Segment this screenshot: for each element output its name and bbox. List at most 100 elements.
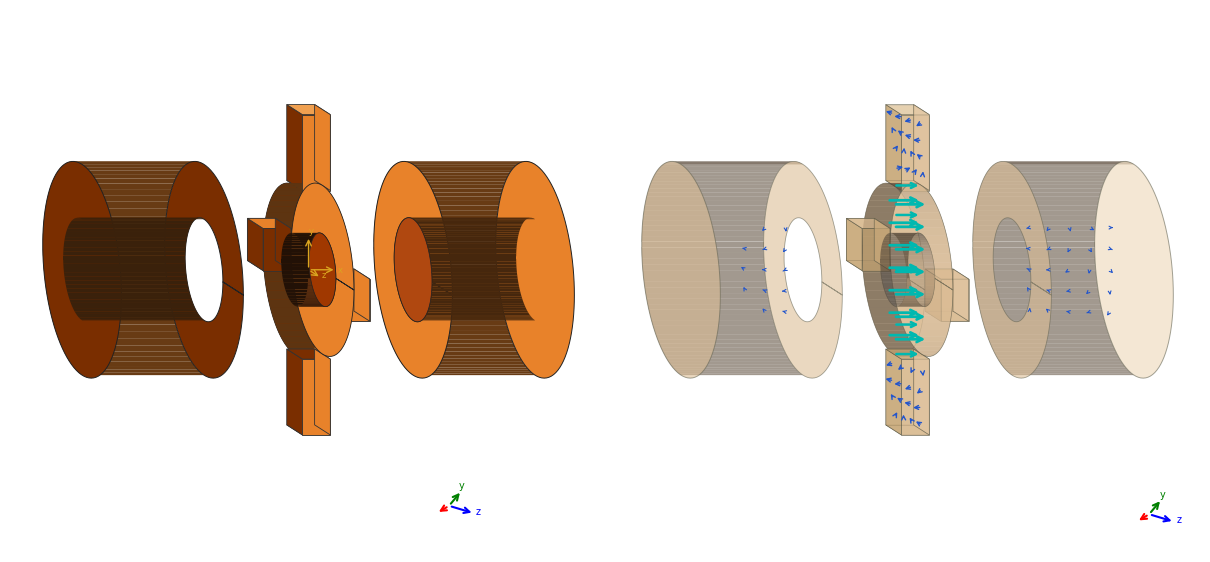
Polygon shape (79, 373, 204, 375)
Polygon shape (657, 168, 782, 170)
Polygon shape (44, 216, 166, 224)
Polygon shape (64, 163, 189, 165)
Polygon shape (641, 242, 764, 247)
Polygon shape (284, 286, 313, 289)
Polygon shape (984, 175, 1107, 178)
Polygon shape (924, 269, 953, 311)
Polygon shape (976, 197, 1100, 201)
Polygon shape (388, 335, 512, 339)
Polygon shape (264, 237, 292, 245)
Polygon shape (264, 254, 292, 263)
Polygon shape (394, 243, 517, 246)
Polygon shape (302, 302, 332, 304)
Polygon shape (924, 269, 969, 279)
Polygon shape (865, 206, 895, 213)
Polygon shape (394, 253, 517, 256)
Polygon shape (70, 220, 194, 222)
Polygon shape (651, 320, 774, 325)
Polygon shape (67, 162, 191, 163)
Polygon shape (287, 425, 330, 435)
Polygon shape (404, 309, 528, 311)
Polygon shape (906, 200, 937, 206)
Polygon shape (304, 248, 333, 252)
Polygon shape (886, 235, 915, 236)
Polygon shape (675, 370, 799, 372)
Polygon shape (286, 236, 315, 238)
Polygon shape (641, 161, 720, 378)
Polygon shape (394, 262, 517, 265)
Polygon shape (307, 267, 335, 270)
Polygon shape (323, 253, 352, 262)
Polygon shape (394, 248, 517, 251)
Text: z: z (322, 271, 327, 280)
Polygon shape (655, 173, 778, 175)
Polygon shape (310, 350, 340, 353)
Polygon shape (846, 218, 862, 270)
Polygon shape (282, 252, 310, 256)
Polygon shape (987, 335, 1111, 339)
Polygon shape (905, 292, 934, 296)
Polygon shape (65, 280, 188, 284)
Polygon shape (60, 345, 186, 351)
Polygon shape (901, 115, 929, 191)
Polygon shape (663, 164, 786, 165)
Polygon shape (375, 270, 497, 276)
Polygon shape (880, 337, 911, 342)
Polygon shape (906, 285, 934, 289)
Polygon shape (886, 349, 914, 425)
Polygon shape (983, 178, 1106, 182)
Polygon shape (875, 218, 891, 270)
Polygon shape (281, 259, 309, 263)
Polygon shape (1010, 374, 1134, 375)
Polygon shape (975, 287, 1099, 293)
Polygon shape (399, 296, 523, 298)
Polygon shape (903, 355, 934, 356)
Polygon shape (641, 236, 764, 242)
Polygon shape (904, 252, 932, 255)
Polygon shape (247, 218, 276, 260)
Polygon shape (911, 347, 943, 350)
Polygon shape (900, 243, 929, 246)
Polygon shape (290, 301, 319, 302)
Polygon shape (411, 163, 535, 164)
Polygon shape (647, 304, 771, 310)
Polygon shape (63, 252, 185, 256)
Polygon shape (921, 244, 950, 253)
Polygon shape (883, 342, 914, 347)
Polygon shape (394, 259, 517, 262)
Polygon shape (401, 362, 525, 365)
Polygon shape (397, 286, 519, 289)
Polygon shape (374, 225, 496, 231)
Polygon shape (306, 292, 335, 296)
Polygon shape (999, 362, 1124, 365)
Polygon shape (63, 248, 185, 252)
Polygon shape (871, 191, 901, 195)
Polygon shape (983, 320, 1106, 325)
Polygon shape (940, 279, 969, 321)
Polygon shape (645, 201, 767, 206)
Polygon shape (676, 372, 801, 374)
Polygon shape (394, 270, 517, 273)
Polygon shape (69, 296, 191, 300)
Polygon shape (325, 290, 355, 299)
Polygon shape (45, 283, 168, 292)
Polygon shape (287, 349, 330, 359)
Polygon shape (71, 306, 195, 309)
Polygon shape (310, 206, 340, 212)
Polygon shape (309, 233, 336, 307)
Polygon shape (302, 359, 330, 435)
Polygon shape (923, 307, 952, 315)
Polygon shape (287, 105, 302, 191)
Polygon shape (272, 316, 302, 324)
Polygon shape (374, 161, 453, 378)
Polygon shape (48, 189, 172, 195)
Polygon shape (904, 298, 932, 300)
Polygon shape (316, 220, 346, 228)
Polygon shape (863, 273, 892, 282)
Polygon shape (661, 348, 785, 352)
Polygon shape (69, 224, 191, 226)
Polygon shape (384, 320, 507, 325)
Polygon shape (325, 269, 341, 321)
Polygon shape (667, 359, 790, 362)
Polygon shape (281, 184, 312, 185)
